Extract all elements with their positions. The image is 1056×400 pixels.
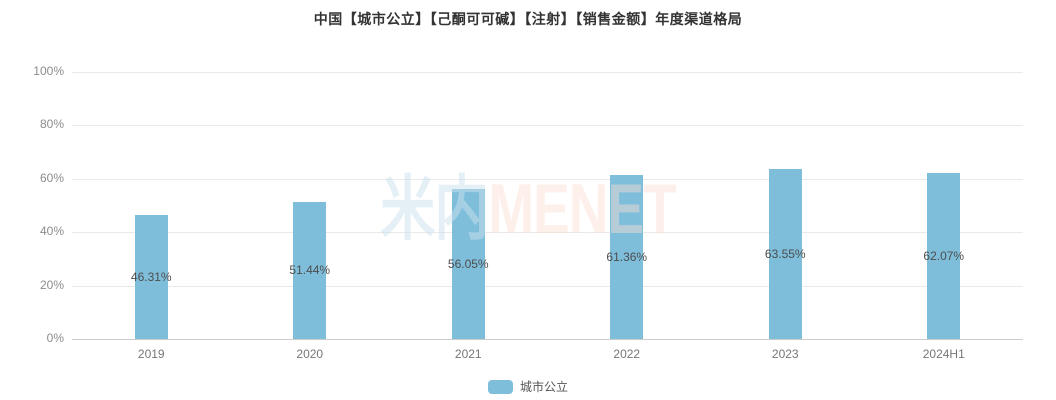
chart-title: 中国【城市公立】【己酮可可碱】【注射】【销售金额】年度渠道格局 [313, 11, 743, 27]
x-tick-label-2022: 2022 [613, 347, 641, 361]
legend-swatch [487, 379, 513, 394]
plot-area: 46.31% 51.44% 56.05% 61.36% 63.55% 62.07% [72, 72, 1023, 340]
legend-label: 城市公立 [519, 380, 568, 394]
y-tick-label: 0% [46, 331, 64, 345]
bar-value-label: 46.31% [130, 270, 172, 285]
gridline [72, 178, 1023, 180]
bar-2022[interactable] [610, 175, 644, 339]
bar-value-label: 51.44% [289, 263, 331, 278]
gridline [72, 125, 1023, 127]
gridline [72, 232, 1023, 234]
x-tick-label-2023: 2023 [771, 347, 799, 361]
gridline [72, 72, 1023, 73]
bar-2019[interactable] [134, 215, 168, 339]
x-tick-label-2019: 2019 [137, 347, 165, 361]
y-tick-label: 60% [39, 170, 64, 185]
gridline [72, 285, 1023, 287]
bar-2020[interactable] [293, 201, 327, 339]
bar-2023[interactable] [768, 169, 802, 339]
x-tick-label-2020: 2020 [296, 347, 324, 361]
bar-value-label: 62.07% [923, 249, 965, 264]
legend-item-city-public[interactable]: 城市公立 [487, 378, 568, 395]
x-tick-label-2024H1: 2024H1 [922, 347, 965, 361]
x-tick-label-2021: 2021 [454, 347, 482, 361]
y-tick-label: 40% [39, 224, 64, 239]
bar-value-label: 56.05% [447, 257, 489, 272]
x-axis-line [72, 339, 1023, 340]
y-tick-label: 100% [33, 64, 64, 78]
y-tick-label: 80% [39, 117, 64, 132]
bar-2024H1[interactable] [927, 173, 961, 339]
bar-2021[interactable] [451, 189, 485, 339]
legend: 城市公立 [0, 378, 1056, 395]
y-tick-label: 20% [39, 277, 64, 292]
bar-value-label: 61.36% [606, 250, 648, 265]
bar-value-label: 63.55% [764, 247, 806, 262]
